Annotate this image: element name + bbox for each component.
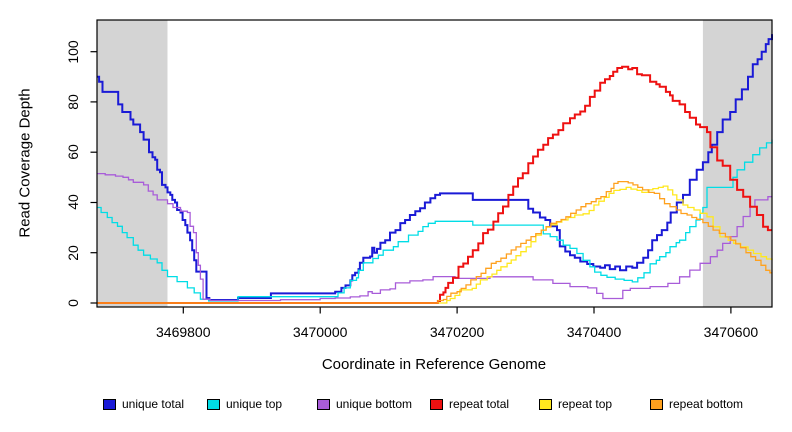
series-unique-top-line bbox=[97, 139, 773, 302]
series-repeat-top-line bbox=[97, 185, 773, 304]
x-axis-title: Coordinate in Reference Genome bbox=[321, 356, 547, 373]
legend-swatch-unique-bottom bbox=[317, 398, 330, 410]
legend-label-unique-total: unique total bbox=[122, 397, 185, 411]
legend-label-repeat-bottom: repeat bottom bbox=[669, 397, 744, 411]
legend-label-unique-top: unique top bbox=[226, 397, 283, 411]
x-tick-label: 3470400 bbox=[566, 324, 622, 340]
plot-border bbox=[96, 19, 773, 308]
legend-item-repeat-top: repeat top bbox=[539, 397, 613, 411]
series-repeat-total-line bbox=[97, 65, 772, 304]
legend-swatch-unique-top bbox=[207, 398, 220, 410]
y-tick-label: 80 bbox=[65, 94, 81, 110]
y-axis-title: Read Coverage Depth bbox=[16, 88, 34, 238]
legend-item-repeat-total: repeat total bbox=[430, 397, 510, 411]
x-tick-label: 3469800 bbox=[155, 324, 211, 340]
y-tick-label: 0 bbox=[65, 299, 81, 307]
legend-item-repeat-bottom: repeat bottom bbox=[650, 397, 744, 411]
y-tick-label: 60 bbox=[65, 144, 81, 160]
series-unique-total-line bbox=[97, 34, 773, 301]
y-tick-label: 20 bbox=[65, 244, 81, 261]
series-unique-bottom-line bbox=[97, 172, 772, 302]
y-tick-label: 40 bbox=[65, 194, 81, 211]
legend-label-repeat-top: repeat top bbox=[558, 397, 613, 411]
legend-swatch-repeat-bottom bbox=[650, 398, 663, 410]
legend-swatch-unique-total bbox=[103, 398, 116, 410]
legend-swatch-repeat-top bbox=[539, 398, 552, 410]
legend-item-unique-top: unique top bbox=[207, 397, 283, 411]
shaded-region-1 bbox=[702, 20, 772, 307]
legend-item-unique-bottom: unique bottom bbox=[317, 397, 413, 411]
x-tick-label: 3470000 bbox=[292, 324, 348, 340]
legend-label-unique-bottom: unique bottom bbox=[336, 397, 413, 411]
y-tick-label: 100 bbox=[65, 39, 81, 64]
x-tick-label: 3470600 bbox=[703, 324, 759, 340]
legend-item-unique-total: unique total bbox=[103, 397, 185, 411]
legend-swatch-repeat-total bbox=[430, 398, 443, 410]
x-tick-label: 3470200 bbox=[429, 324, 485, 340]
series-repeat-bottom-line bbox=[97, 180, 772, 304]
legend-label-repeat-total: repeat total bbox=[449, 397, 510, 411]
